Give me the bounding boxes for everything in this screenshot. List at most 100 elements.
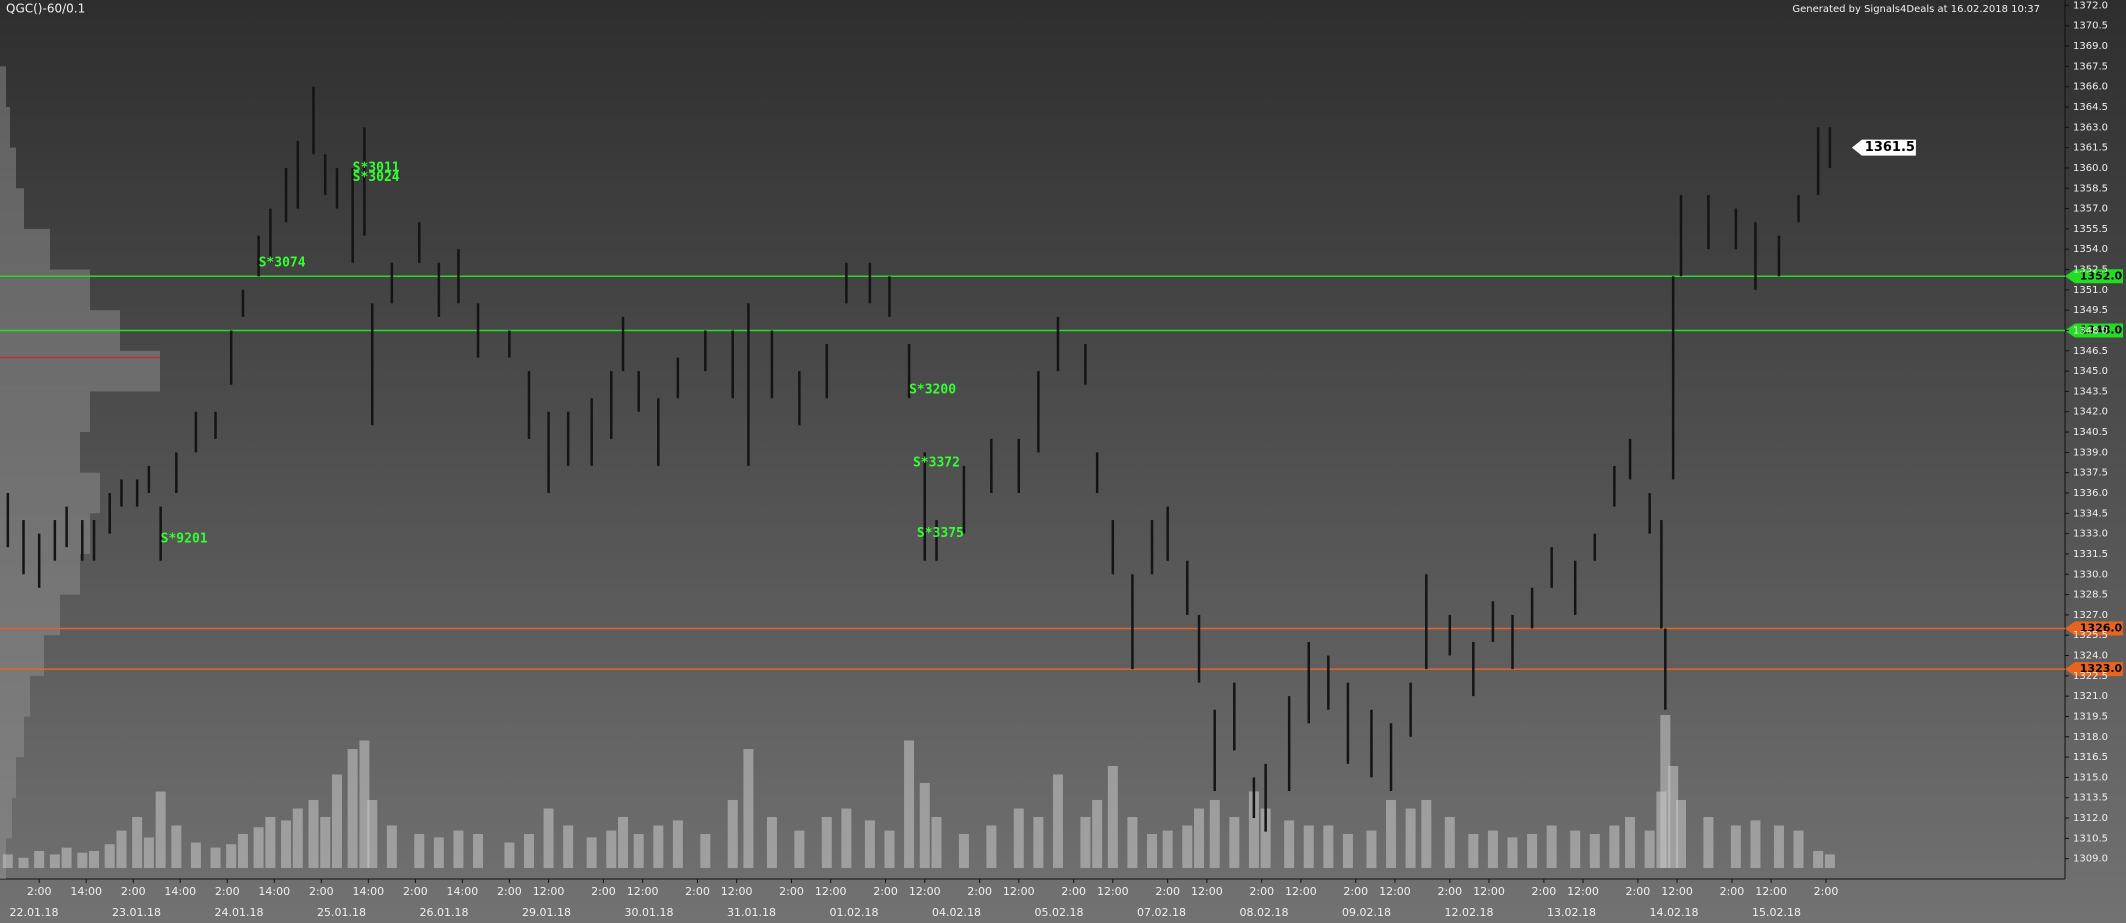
volume-bar	[155, 791, 166, 868]
x-tick-label: 12:00	[1567, 885, 1599, 898]
y-tick-label: 1309.0	[2073, 854, 2108, 865]
y-tick-label: 1331.5	[2073, 549, 2108, 560]
volume-bar	[606, 830, 617, 868]
y-tick-label: 1313.5	[2073, 793, 2108, 804]
x-tick-label: 2:00	[1626, 885, 1651, 898]
date-label: 29.01.18	[522, 906, 571, 919]
volume-bar	[523, 834, 534, 868]
volume-bars	[2, 715, 1835, 868]
profile-bar	[0, 391, 90, 433]
volume-bar	[1468, 834, 1479, 868]
profile-bar	[0, 147, 16, 189]
volume-bar	[563, 825, 574, 868]
x-tick-label: 2:00	[403, 885, 428, 898]
volume-bar	[281, 820, 292, 868]
labels: 1309.0 1310.5 1312.0 1313.5 1315.0 1316.5 1318…	[10, 0, 2108, 919]
y-tick-label: 1330.0	[2073, 569, 2108, 580]
volume-bar	[1527, 834, 1538, 868]
y-tick-label: 1327.0	[2073, 610, 2108, 621]
x-tick-label: 2:00	[121, 885, 146, 898]
volume-bar	[986, 825, 997, 868]
y-tick-label: 1357.0	[2073, 204, 2108, 215]
volume-bar	[433, 837, 444, 868]
volume-bar	[1668, 766, 1679, 868]
profile-bar	[0, 797, 12, 839]
profile-bar	[0, 716, 24, 758]
x-tick-label: 14:00	[447, 885, 479, 898]
x-tick-label: 14:00	[70, 885, 102, 898]
volume-bar	[453, 830, 464, 868]
volume-bar	[1284, 820, 1295, 868]
volume-bar	[743, 749, 754, 868]
x-tick-label: 12:00	[533, 885, 565, 898]
date-label: 13.02.18	[1547, 906, 1596, 919]
volume-bar	[210, 847, 221, 868]
profile-bar	[0, 106, 10, 148]
volume-bar	[958, 834, 969, 868]
volume-bar	[633, 834, 644, 868]
volume-bar	[331, 774, 342, 868]
date-label: 24.01.18	[215, 906, 264, 919]
level-tag	[2065, 662, 2123, 677]
level-label: 1326.0	[2080, 621, 2123, 634]
volume-bar	[864, 820, 875, 868]
volume-bar	[226, 844, 237, 868]
x-tick-label: 12:00	[1379, 885, 1411, 898]
volume-bar	[1824, 854, 1835, 868]
volume-bar	[347, 749, 358, 868]
volume-bar	[237, 834, 248, 868]
volume-bar	[1813, 851, 1824, 868]
y-tick-label: 1351.0	[2073, 285, 2108, 296]
volume-bar	[143, 837, 154, 868]
y-tick-label: 1322.5	[2073, 671, 2108, 682]
volume-bar	[1546, 825, 1557, 868]
signal-annotation: S*3375	[917, 526, 964, 541]
volume-bar	[1487, 830, 1498, 868]
volume-bar	[1127, 817, 1138, 868]
y-tick-label: 1325.5	[2073, 630, 2108, 641]
volume-bar	[1162, 830, 1173, 868]
level-label: 1348.0	[2080, 323, 2123, 336]
x-tick-label: 2:00	[1061, 885, 1086, 898]
date-label: 26.01.18	[420, 906, 469, 919]
volume-bar	[1303, 825, 1314, 868]
volume-bar	[1703, 817, 1714, 868]
volume-bar	[1092, 800, 1103, 868]
date-label: 14.02.18	[1650, 906, 1699, 919]
volume-bar	[1229, 817, 1240, 868]
volume-bar	[308, 800, 319, 868]
volume-bar	[1660, 715, 1671, 868]
volume-bar	[1730, 825, 1741, 868]
y-tick-label: 1355.5	[2073, 224, 2108, 235]
x-tick-label: 2:00	[1343, 885, 1368, 898]
volume-bar	[1386, 800, 1397, 868]
volume-bar	[34, 851, 45, 868]
y-tick-label: 1354.0	[2073, 244, 2108, 255]
y-tick-label: 1369.0	[2073, 41, 2108, 52]
y-tick-label: 1346.5	[2073, 346, 2108, 357]
x-tick-label: 2:00	[1532, 885, 1557, 898]
volume-bar	[190, 842, 201, 868]
x-tick-label: 12:00	[815, 885, 847, 898]
price-bars	[6, 86, 1832, 832]
x-tick-label: 12:00	[909, 885, 941, 898]
volume-bar	[841, 808, 852, 868]
volume-bar	[586, 837, 597, 868]
level-label: 1352.0	[2080, 269, 2123, 282]
volume-bar	[320, 817, 331, 868]
x-tick-label: 2:00	[1720, 885, 1745, 898]
x-tick-label: 2:00	[309, 885, 334, 898]
x-tick-label: 2:00	[591, 885, 616, 898]
y-tick-label: 1324.0	[2073, 651, 2108, 662]
date-label: 05.02.18	[1035, 906, 1084, 919]
level-tag	[2065, 621, 2123, 636]
x-tick-label: 2:00	[873, 885, 898, 898]
profile-bar	[0, 472, 100, 514]
volume-bar	[1147, 834, 1158, 868]
date-label: 12.02.18	[1445, 906, 1494, 919]
volume-bar	[821, 817, 832, 868]
volume-bar	[1750, 820, 1761, 868]
volume-bar	[904, 740, 915, 868]
volume-bar	[1570, 830, 1581, 868]
